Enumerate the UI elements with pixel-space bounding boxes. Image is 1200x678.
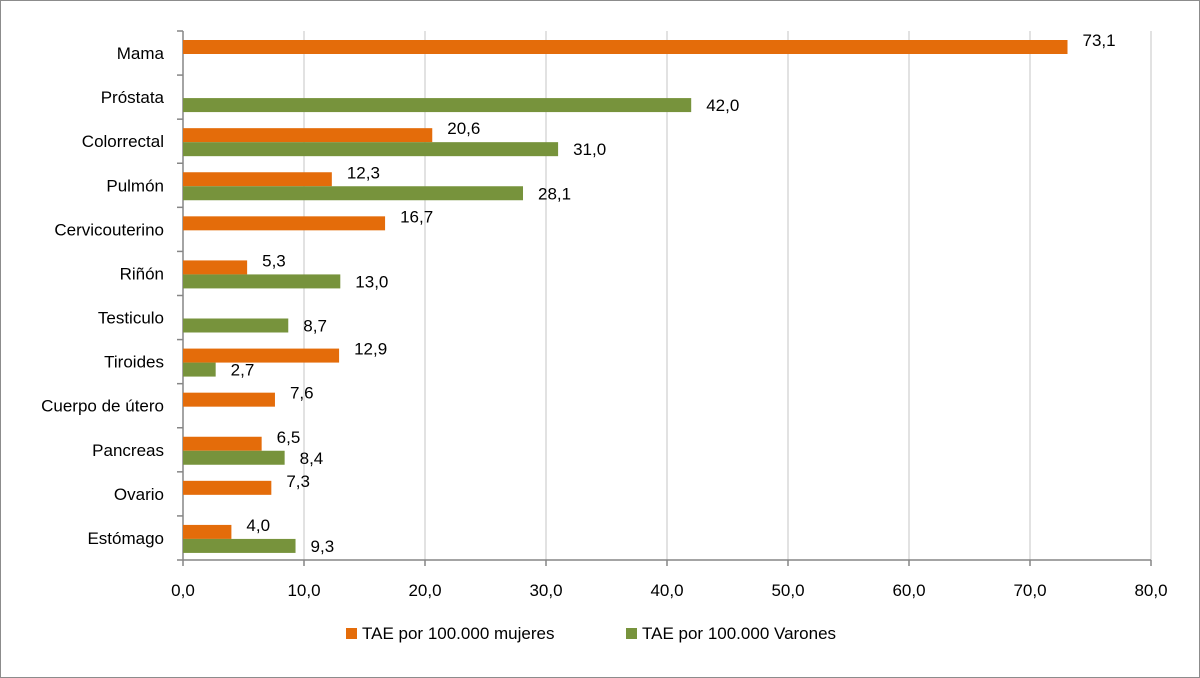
bar-varones xyxy=(183,362,216,377)
legend-label: TAE por 100.000 Varones xyxy=(642,624,836,643)
x-tick-label: 60,0 xyxy=(892,581,925,600)
bar-varones xyxy=(183,538,296,553)
data-label: 16,7 xyxy=(400,207,433,226)
category-label: Tiroides xyxy=(104,353,164,372)
bar-mujeres xyxy=(183,480,272,495)
bar-varones xyxy=(183,274,341,289)
legend-swatch xyxy=(626,628,637,639)
bar-mujeres xyxy=(183,128,433,143)
x-tick-label: 80,0 xyxy=(1134,581,1167,600)
x-tick-label: 50,0 xyxy=(771,581,804,600)
data-label: 73,1 xyxy=(1083,31,1116,50)
data-label: 12,9 xyxy=(354,340,387,359)
bar-mujeres xyxy=(183,260,248,275)
data-label: 6,5 xyxy=(277,428,301,447)
data-label: 9,3 xyxy=(311,537,335,556)
category-label: Cuerpo de útero xyxy=(41,397,164,416)
data-label: 28,1 xyxy=(538,184,571,203)
category-label: Estómago xyxy=(87,529,164,548)
x-tick-label: 0,0 xyxy=(171,581,195,600)
bar-mujeres xyxy=(183,436,262,451)
data-label: 12,3 xyxy=(347,163,380,182)
bar-mujeres xyxy=(183,172,332,187)
bar-varones xyxy=(183,318,289,333)
data-label: 31,0 xyxy=(573,140,606,159)
category-label: Ovario xyxy=(114,485,164,504)
bar-varones xyxy=(183,186,524,201)
bar-mujeres xyxy=(183,524,232,539)
category-label: Mama xyxy=(117,44,165,63)
x-tick-label: 70,0 xyxy=(1013,581,1046,600)
category-label: Testiculo xyxy=(98,309,164,328)
legend-label: TAE por 100.000 mujeres xyxy=(362,624,554,643)
x-tick-label: 20,0 xyxy=(408,581,441,600)
category-label: Colorrectal xyxy=(82,132,164,151)
bar-mujeres xyxy=(183,216,386,231)
legend-swatch xyxy=(346,628,357,639)
data-label: 8,4 xyxy=(300,449,324,468)
category-label: Cervicouterino xyxy=(54,220,164,239)
x-tick-label: 10,0 xyxy=(287,581,320,600)
data-label: 7,3 xyxy=(286,472,310,491)
data-label: 2,7 xyxy=(231,361,255,380)
bar-varones xyxy=(183,142,559,157)
x-tick-label: 40,0 xyxy=(650,581,683,600)
bar-mujeres xyxy=(183,392,275,407)
category-label: Próstata xyxy=(101,88,165,107)
data-label: 13,0 xyxy=(355,272,388,291)
category-label: Pulmón xyxy=(106,176,164,195)
bar-mujeres xyxy=(183,40,1068,54)
data-label: 8,7 xyxy=(303,317,327,336)
data-label: 20,6 xyxy=(447,119,480,138)
bar-varones xyxy=(183,98,692,113)
data-label: 7,6 xyxy=(290,384,314,403)
x-tick-label: 30,0 xyxy=(529,581,562,600)
data-label: 4,0 xyxy=(246,516,270,535)
category-label: Riñón xyxy=(120,264,164,283)
data-label: 42,0 xyxy=(706,96,739,115)
bar-mujeres xyxy=(183,348,340,363)
category-label: Pancreas xyxy=(92,441,164,460)
bar-varones xyxy=(183,450,285,465)
data-label: 5,3 xyxy=(262,251,286,270)
